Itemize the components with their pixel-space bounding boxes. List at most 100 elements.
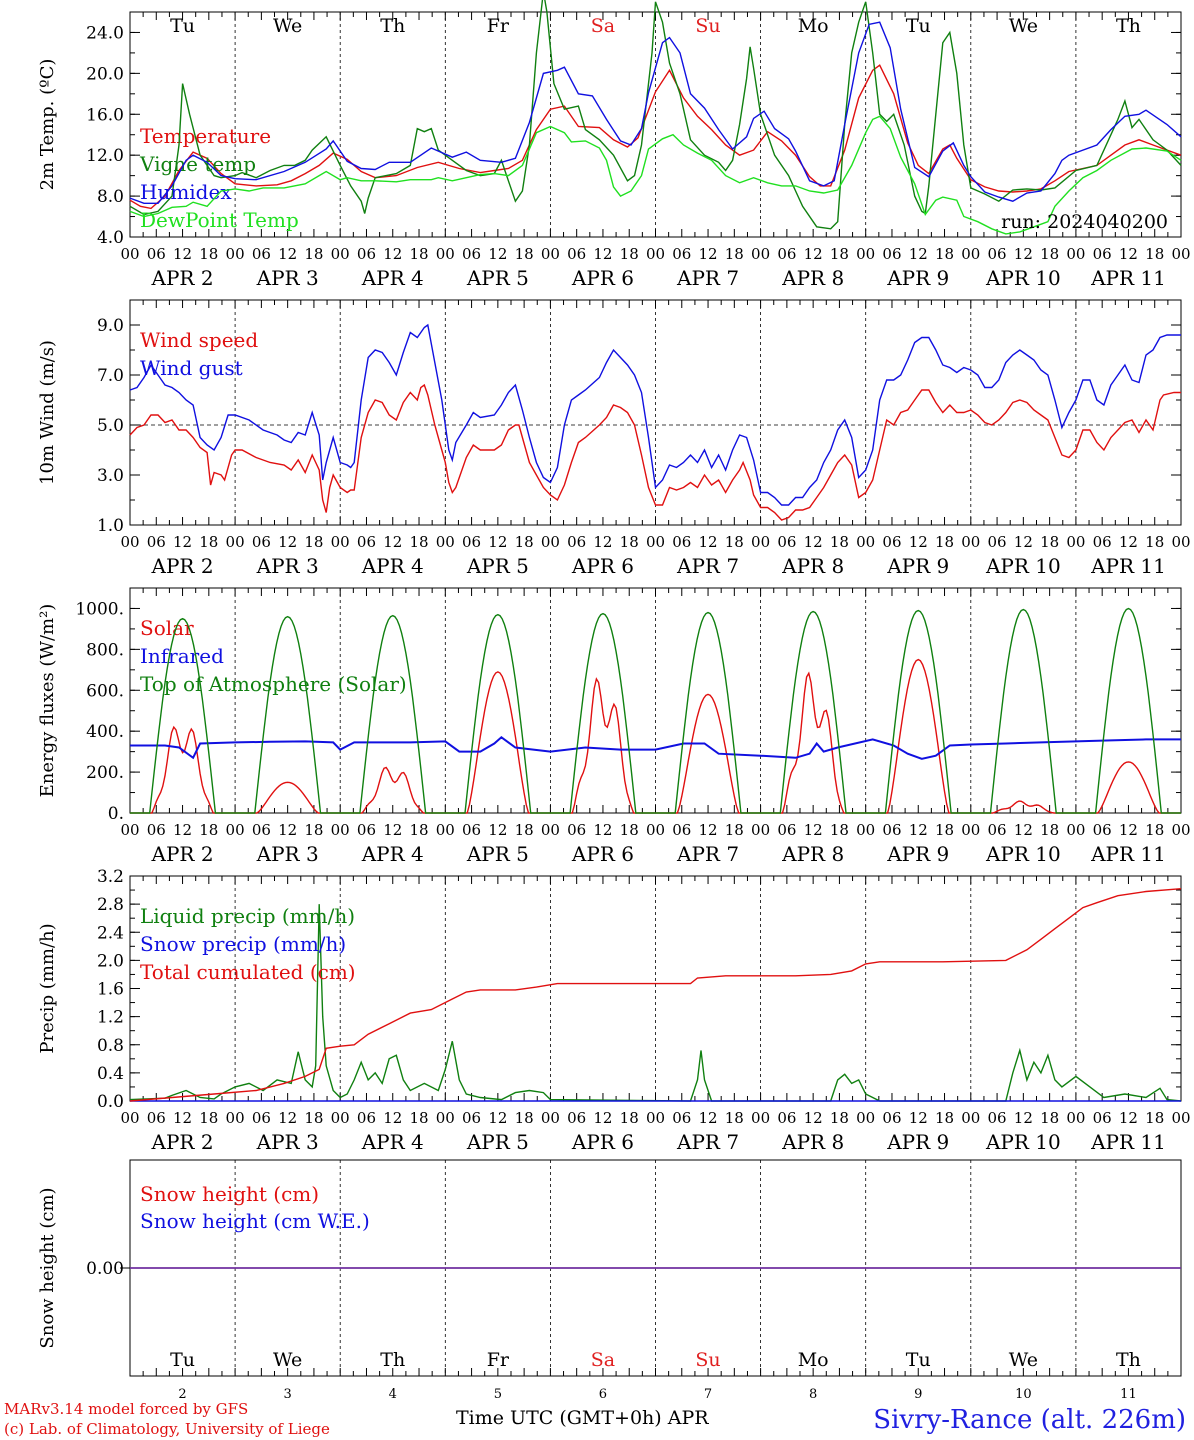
hour-tick-label: 18	[620, 245, 639, 263]
hour-tick-label: 00	[646, 245, 665, 263]
y-tick-label: 600.	[86, 681, 124, 701]
hour-tick-label: 12	[593, 245, 612, 263]
legend-entry: Liquid precip (mm/h)	[140, 904, 355, 928]
hour-tick-label: 12	[488, 1109, 507, 1127]
legend-entry: Solar	[140, 616, 194, 640]
date-label: APR 6	[571, 1130, 634, 1154]
day-name-label: Tu	[906, 15, 931, 37]
hour-tick-label: 12	[173, 533, 192, 551]
series-line-green	[129, 0, 1182, 230]
panel-frame	[129, 11, 1182, 238]
hour-tick-label: 18	[409, 821, 428, 839]
day-name-label: Th	[1116, 15, 1141, 37]
hour-tick-label: 12	[488, 821, 507, 839]
hour-tick-label: 18	[1145, 533, 1164, 551]
hour-tick-label: 06	[462, 1109, 481, 1127]
bottom-date-label: 4	[389, 1387, 397, 1402]
hour-tick-label: 06	[252, 533, 271, 551]
day-name-label: We	[1009, 1349, 1038, 1371]
date-label: APR 10	[985, 266, 1061, 290]
y-tick-label: 1.2	[97, 1008, 124, 1028]
y-tick-label: 5.0	[97, 416, 124, 436]
y-tick-label: 12.0	[86, 146, 124, 166]
date-label: APR 7	[676, 266, 739, 290]
hour-tick-label: 12	[278, 245, 297, 263]
hour-tick-label: 06	[777, 821, 796, 839]
hour-tick-label: 06	[777, 533, 796, 551]
hour-tick-label: 18	[304, 245, 323, 263]
series-line-blue	[130, 736, 1181, 760]
hour-tick-label: 12	[909, 245, 928, 263]
hour-tick-label: 18	[1040, 533, 1059, 551]
hour-tick-label: 00	[751, 533, 770, 551]
hour-tick-label: 18	[620, 821, 639, 839]
hour-tick-label: 12	[909, 533, 928, 551]
hour-tick-label: 00	[751, 1109, 770, 1127]
hour-tick-label: 18	[1145, 1109, 1164, 1127]
hour-tick-label: 18	[515, 1109, 534, 1127]
hour-tick-label: 12	[593, 533, 612, 551]
hour-tick-label: 12	[804, 821, 823, 839]
date-label: APR 11	[1090, 266, 1166, 290]
hour-tick-label: 12	[909, 1109, 928, 1127]
bottom-date-label: 10	[1015, 1387, 1032, 1402]
date-label: APR 2	[151, 266, 214, 290]
series-line-red	[129, 888, 1182, 1102]
hour-tick-label: 18	[1040, 1109, 1059, 1127]
day-name-label: We	[273, 1349, 302, 1371]
hour-tick-label: 06	[777, 1109, 796, 1127]
panel-4: 0.0 0.4 0.8 1.2 1.6 2.0 2.4 2.8 3.2 Precip (mm/h)…	[37, 867, 1191, 1154]
hour-tick-label: 06	[988, 821, 1007, 839]
hour-tick-label: 00	[1066, 821, 1085, 839]
bottom-date-label: 11	[1120, 1387, 1137, 1402]
date-label: APR 8	[781, 1130, 844, 1154]
date-label: APR 9	[886, 554, 949, 578]
hour-tick-label: 00	[541, 1109, 560, 1127]
hour-tick-label: 00	[856, 1109, 875, 1127]
hour-tick-label: 00	[226, 533, 245, 551]
hour-tick-label: 06	[357, 245, 376, 263]
hour-tick-label: 06	[252, 821, 271, 839]
y-axis-label: Snow height (cm)	[37, 1187, 58, 1348]
y-axis-label: 2m Temp. (ºC)	[37, 59, 58, 191]
hour-tick-label: 00	[226, 1109, 245, 1127]
date-label: APR 4	[361, 842, 424, 866]
hour-tick-label: 00	[436, 821, 455, 839]
model-credit: MARv3.14 model forced by GFS	[4, 1400, 248, 1418]
hour-tick-label: 00	[646, 821, 665, 839]
hour-tick-label: 06	[252, 245, 271, 263]
y-tick-label: 8.0	[97, 187, 124, 207]
day-name-label: Tu	[170, 15, 195, 37]
hour-tick-label: 00	[226, 821, 245, 839]
hour-tick-label: 18	[199, 821, 218, 839]
hour-tick-label: 18	[830, 1109, 849, 1127]
date-label: APR 10	[985, 554, 1061, 578]
legend-entry: Infrared	[140, 644, 224, 668]
series-line-green	[130, 607, 1181, 814]
hour-tick-label: 18	[199, 245, 218, 263]
panel-frame	[129, 587, 1182, 814]
date-label: APR 7	[676, 842, 739, 866]
hour-tick-label: 00	[436, 1109, 455, 1127]
hour-tick-label: 18	[935, 1109, 954, 1127]
y-tick-label: 2.0	[97, 951, 124, 971]
panel-1: 4.0 8.0 12.0 16.0 20.0 24.0 2m Temp. (ºC) Tu We T…	[37, 0, 1191, 290]
hour-tick-label: 06	[462, 821, 481, 839]
hour-tick-label: 18	[725, 245, 744, 263]
y-tick-label: 4.0	[97, 228, 124, 248]
hour-tick-label: 18	[515, 533, 534, 551]
hour-tick-label: 18	[199, 533, 218, 551]
hour-tick-label: 12	[1014, 1109, 1033, 1127]
hour-tick-label: 18	[409, 1109, 428, 1127]
bottom-date-label: 3	[284, 1387, 292, 1402]
hour-tick-label: 18	[1145, 821, 1164, 839]
day-name-label: We	[1009, 15, 1038, 37]
hour-tick-label: 00	[1066, 1109, 1085, 1127]
day-name-label: Su	[695, 15, 720, 37]
y-axis-label: 10m Wind (m/s)	[37, 340, 58, 485]
hour-tick-label: 12	[909, 821, 928, 839]
hour-tick-label: 00	[541, 245, 560, 263]
station-label: Sivry-Rance (alt. 226m)	[873, 1405, 1186, 1435]
hour-tick-label: 06	[672, 245, 691, 263]
hour-tick-label: 00	[331, 245, 350, 263]
